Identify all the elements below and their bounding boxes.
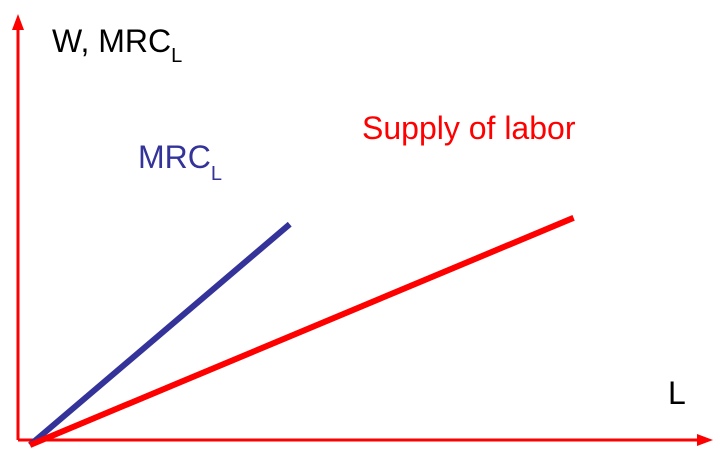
- y-axis-arrowhead: [12, 14, 24, 30]
- series-label-supply-of-labor: Supply of labor: [362, 110, 576, 146]
- series-label-mrc-subscript: L: [211, 163, 222, 185]
- mrc-label-group: MRCL: [136, 128, 260, 200]
- axes: [12, 14, 713, 446]
- y-axis-label-subscript: L: [171, 45, 182, 67]
- series-line-supply-of-labor: [28, 215, 575, 448]
- y-axis-label-main: W, MRC: [52, 23, 171, 59]
- mrc-label-background: [136, 128, 260, 200]
- x-axis-label: L: [668, 375, 686, 411]
- series-label-mrc: MRCL: [138, 139, 222, 185]
- series-label-mrc-main: MRC: [138, 139, 211, 175]
- series-line-mrc: [28, 221, 292, 448]
- y-axis-label: W, MRCL: [52, 23, 182, 67]
- x-axis-arrowhead: [697, 434, 713, 446]
